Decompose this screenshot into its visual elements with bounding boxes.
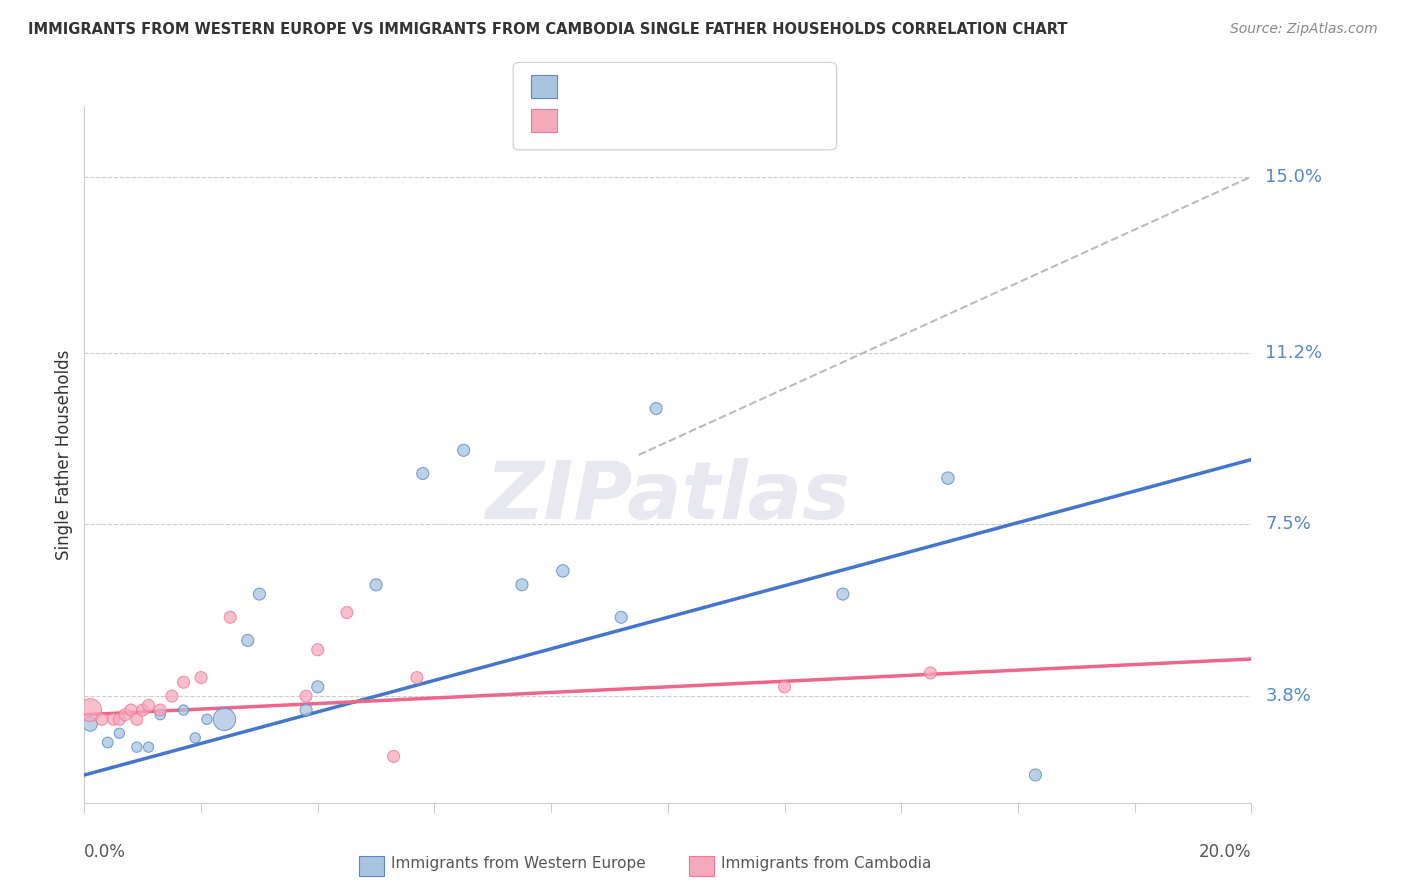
Point [138, 740, 160, 755]
Text: 20.0%: 20.0% [1199, 843, 1251, 861]
Text: 23: 23 [704, 78, 730, 95]
Point [1024, 768, 1046, 782]
Point [610, 610, 633, 624]
Point [173, 703, 195, 717]
Point [214, 712, 236, 726]
Point [406, 671, 429, 685]
Point [79, 703, 101, 717]
Point [295, 703, 318, 717]
Point [551, 564, 574, 578]
Point [125, 740, 148, 755]
Point [190, 671, 212, 685]
Point [125, 712, 148, 726]
Text: IMMIGRANTS FROM WESTERN EUROPE VS IMMIGRANTS FROM CAMBODIA SINGLE FATHER HOUSEHO: IMMIGRANTS FROM WESTERN EUROPE VS IMMIGR… [28, 22, 1067, 37]
Point [195, 712, 218, 726]
Text: N =: N = [662, 78, 714, 95]
Point [510, 578, 533, 592]
Point [412, 467, 434, 481]
Point [149, 707, 172, 722]
Point [219, 610, 242, 624]
Point [832, 587, 855, 601]
Point [936, 471, 959, 485]
Point [295, 689, 318, 703]
Point [184, 731, 207, 745]
Text: ZIPatlas: ZIPatlas [485, 458, 851, 536]
Text: 11.2%: 11.2% [1265, 344, 1323, 362]
Text: 15.0%: 15.0% [1265, 168, 1322, 186]
Point [120, 703, 142, 717]
Point [108, 726, 131, 740]
Text: 0.0%: 0.0% [84, 843, 127, 861]
Text: R =: R = [567, 112, 617, 129]
Text: 3.8%: 3.8% [1265, 687, 1310, 705]
Point [773, 680, 796, 694]
Y-axis label: Single Father Households: Single Father Households [55, 350, 73, 560]
Point [236, 633, 259, 648]
Text: 21: 21 [704, 112, 730, 129]
Text: 7.5%: 7.5% [1265, 516, 1312, 533]
Point [336, 606, 359, 620]
Point [453, 443, 475, 458]
Point [307, 642, 329, 657]
Point [173, 675, 195, 690]
Text: R =: R = [567, 78, 606, 95]
Text: Immigrants from Western Europe: Immigrants from Western Europe [391, 856, 645, 871]
Point [247, 587, 270, 601]
Point [90, 712, 112, 726]
Point [382, 749, 405, 764]
Point [132, 703, 155, 717]
Text: 0.121: 0.121 [609, 112, 665, 129]
Point [366, 578, 388, 592]
Point [108, 712, 131, 726]
Point [79, 717, 101, 731]
Point [149, 703, 172, 717]
Point [160, 689, 183, 703]
Text: 0.505: 0.505 [609, 78, 665, 95]
Point [645, 401, 668, 416]
Text: Source: ZipAtlas.com: Source: ZipAtlas.com [1230, 22, 1378, 37]
Point [307, 680, 329, 694]
Point [114, 707, 136, 722]
Point [103, 712, 125, 726]
Point [97, 735, 120, 749]
Point [920, 665, 942, 680]
Point [138, 698, 160, 713]
Text: Immigrants from Cambodia: Immigrants from Cambodia [721, 856, 932, 871]
Text: N =: N = [662, 112, 714, 129]
